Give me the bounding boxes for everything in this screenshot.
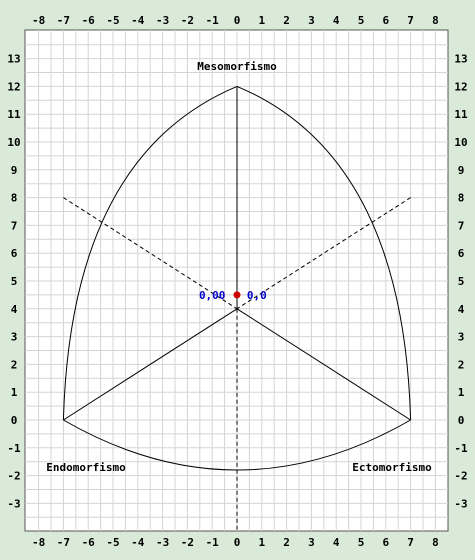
axis-ecto — [236, 308, 411, 421]
arc-endo-meso — [62, 85, 238, 421]
y-tick-label-right: -1 — [454, 442, 468, 455]
y-tick-label-left: 0 — [11, 414, 18, 427]
y-tick-label-right: 4 — [458, 303, 465, 316]
y-tick-label-right: 1 — [458, 386, 465, 399]
label-endomorfismo: Endomorfismo — [46, 461, 126, 474]
tick-labels: -8-8-7-7-6-6-5-5-4-4-3-3-2-2-1-100112233… — [7, 14, 468, 549]
y-tick-label-left: 8 — [11, 192, 18, 205]
y-tick-label-left: 2 — [11, 358, 18, 371]
y-tick-label-right: 11 — [454, 108, 468, 121]
y-tick-label-left: 4 — [11, 303, 18, 316]
y-tick-label-right: 2 — [458, 358, 465, 371]
y-tick-label-left: 6 — [11, 247, 18, 260]
x-tick-label-top: 7 — [407, 14, 414, 27]
x-tick-label-top: 3 — [308, 14, 315, 27]
point-label: 0,00 — [199, 289, 226, 302]
y-tick-label-left: 12 — [7, 80, 20, 93]
x-tick-label-top: -4 — [131, 14, 145, 27]
y-tick-label-right: -3 — [454, 497, 467, 510]
somatochart-outline — [62, 85, 412, 531]
y-tick-label-left: 9 — [11, 164, 18, 177]
x-tick-label-top: -2 — [181, 14, 194, 27]
x-tick-label-top: -6 — [82, 14, 96, 27]
x-tick-label-bottom: 4 — [333, 536, 340, 549]
y-tick-label-right: 5 — [458, 275, 465, 288]
y-tick-label-right: 9 — [458, 164, 465, 177]
x-tick-label-top: -1 — [206, 14, 220, 27]
x-tick-label-bottom: 0 — [234, 536, 241, 549]
y-tick-label-left: -3 — [7, 497, 20, 510]
y-tick-label-left: 7 — [11, 219, 18, 232]
y-tick-label-left: 13 — [7, 53, 20, 66]
x-tick-label-bottom: -5 — [106, 536, 119, 549]
x-tick-label-bottom: 2 — [283, 536, 290, 549]
label-mesomorfismo: Mesomorfismo — [197, 60, 277, 73]
dashed-axis-left — [63, 197, 238, 310]
x-tick-label-bottom: 5 — [358, 536, 365, 549]
x-tick-label-top: 4 — [333, 14, 340, 27]
x-tick-label-top: 0 — [234, 14, 241, 27]
x-tick-label-top: -8 — [32, 14, 45, 27]
x-tick-label-bottom: -4 — [131, 536, 145, 549]
x-tick-label-bottom: -6 — [82, 536, 96, 549]
x-tick-label-bottom: -3 — [156, 536, 169, 549]
x-tick-label-bottom: 8 — [432, 536, 439, 549]
x-tick-label-top: 5 — [358, 14, 365, 27]
y-tick-label-left: 1 — [11, 386, 18, 399]
x-tick-label-bottom: -1 — [206, 536, 220, 549]
y-tick-label-right: 6 — [458, 247, 465, 260]
y-tick-label-right: 7 — [458, 219, 465, 232]
data-point-group: 0,00 0,0 — [199, 289, 267, 302]
x-tick-label-bottom: 7 — [407, 536, 414, 549]
arc-meso-ecto — [236, 85, 412, 421]
y-tick-label-left: 5 — [11, 275, 18, 288]
x-tick-label-top: -3 — [156, 14, 169, 27]
label-ectomorfismo: Ectomorfismo — [352, 461, 432, 474]
dashed-axis-right — [236, 197, 411, 310]
point-label: 0,0 — [247, 289, 267, 302]
y-tick-label-left: -2 — [7, 470, 20, 483]
x-tick-label-top: 2 — [283, 14, 290, 27]
y-tick-label-left: 3 — [11, 331, 18, 344]
y-tick-label-right: 12 — [454, 80, 467, 93]
x-tick-label-bottom: -2 — [181, 536, 194, 549]
x-tick-label-bottom: -7 — [57, 536, 70, 549]
x-tick-label-bottom: 1 — [258, 536, 265, 549]
x-tick-label-top: 1 — [258, 14, 265, 27]
x-tick-label-bottom: -8 — [32, 536, 45, 549]
y-tick-label-left: 10 — [7, 136, 20, 149]
y-tick-label-left: 11 — [7, 108, 21, 121]
x-tick-label-top: 8 — [432, 14, 439, 27]
x-tick-label-top: 6 — [382, 14, 389, 27]
y-tick-label-right: 0 — [458, 414, 465, 427]
data-point — [233, 291, 241, 299]
y-tick-label-right: 13 — [454, 53, 467, 66]
y-tick-label-right: 8 — [458, 192, 465, 205]
x-tick-label-top: -7 — [57, 14, 70, 27]
y-tick-label-right: 3 — [458, 331, 465, 344]
y-tick-label-left: -1 — [7, 442, 21, 455]
axis-endo — [63, 308, 238, 421]
y-tick-label-right: 10 — [454, 136, 467, 149]
x-tick-label-top: -5 — [106, 14, 119, 27]
x-tick-label-bottom: 6 — [382, 536, 389, 549]
y-tick-label-right: -2 — [454, 470, 467, 483]
x-tick-label-bottom: 3 — [308, 536, 315, 549]
